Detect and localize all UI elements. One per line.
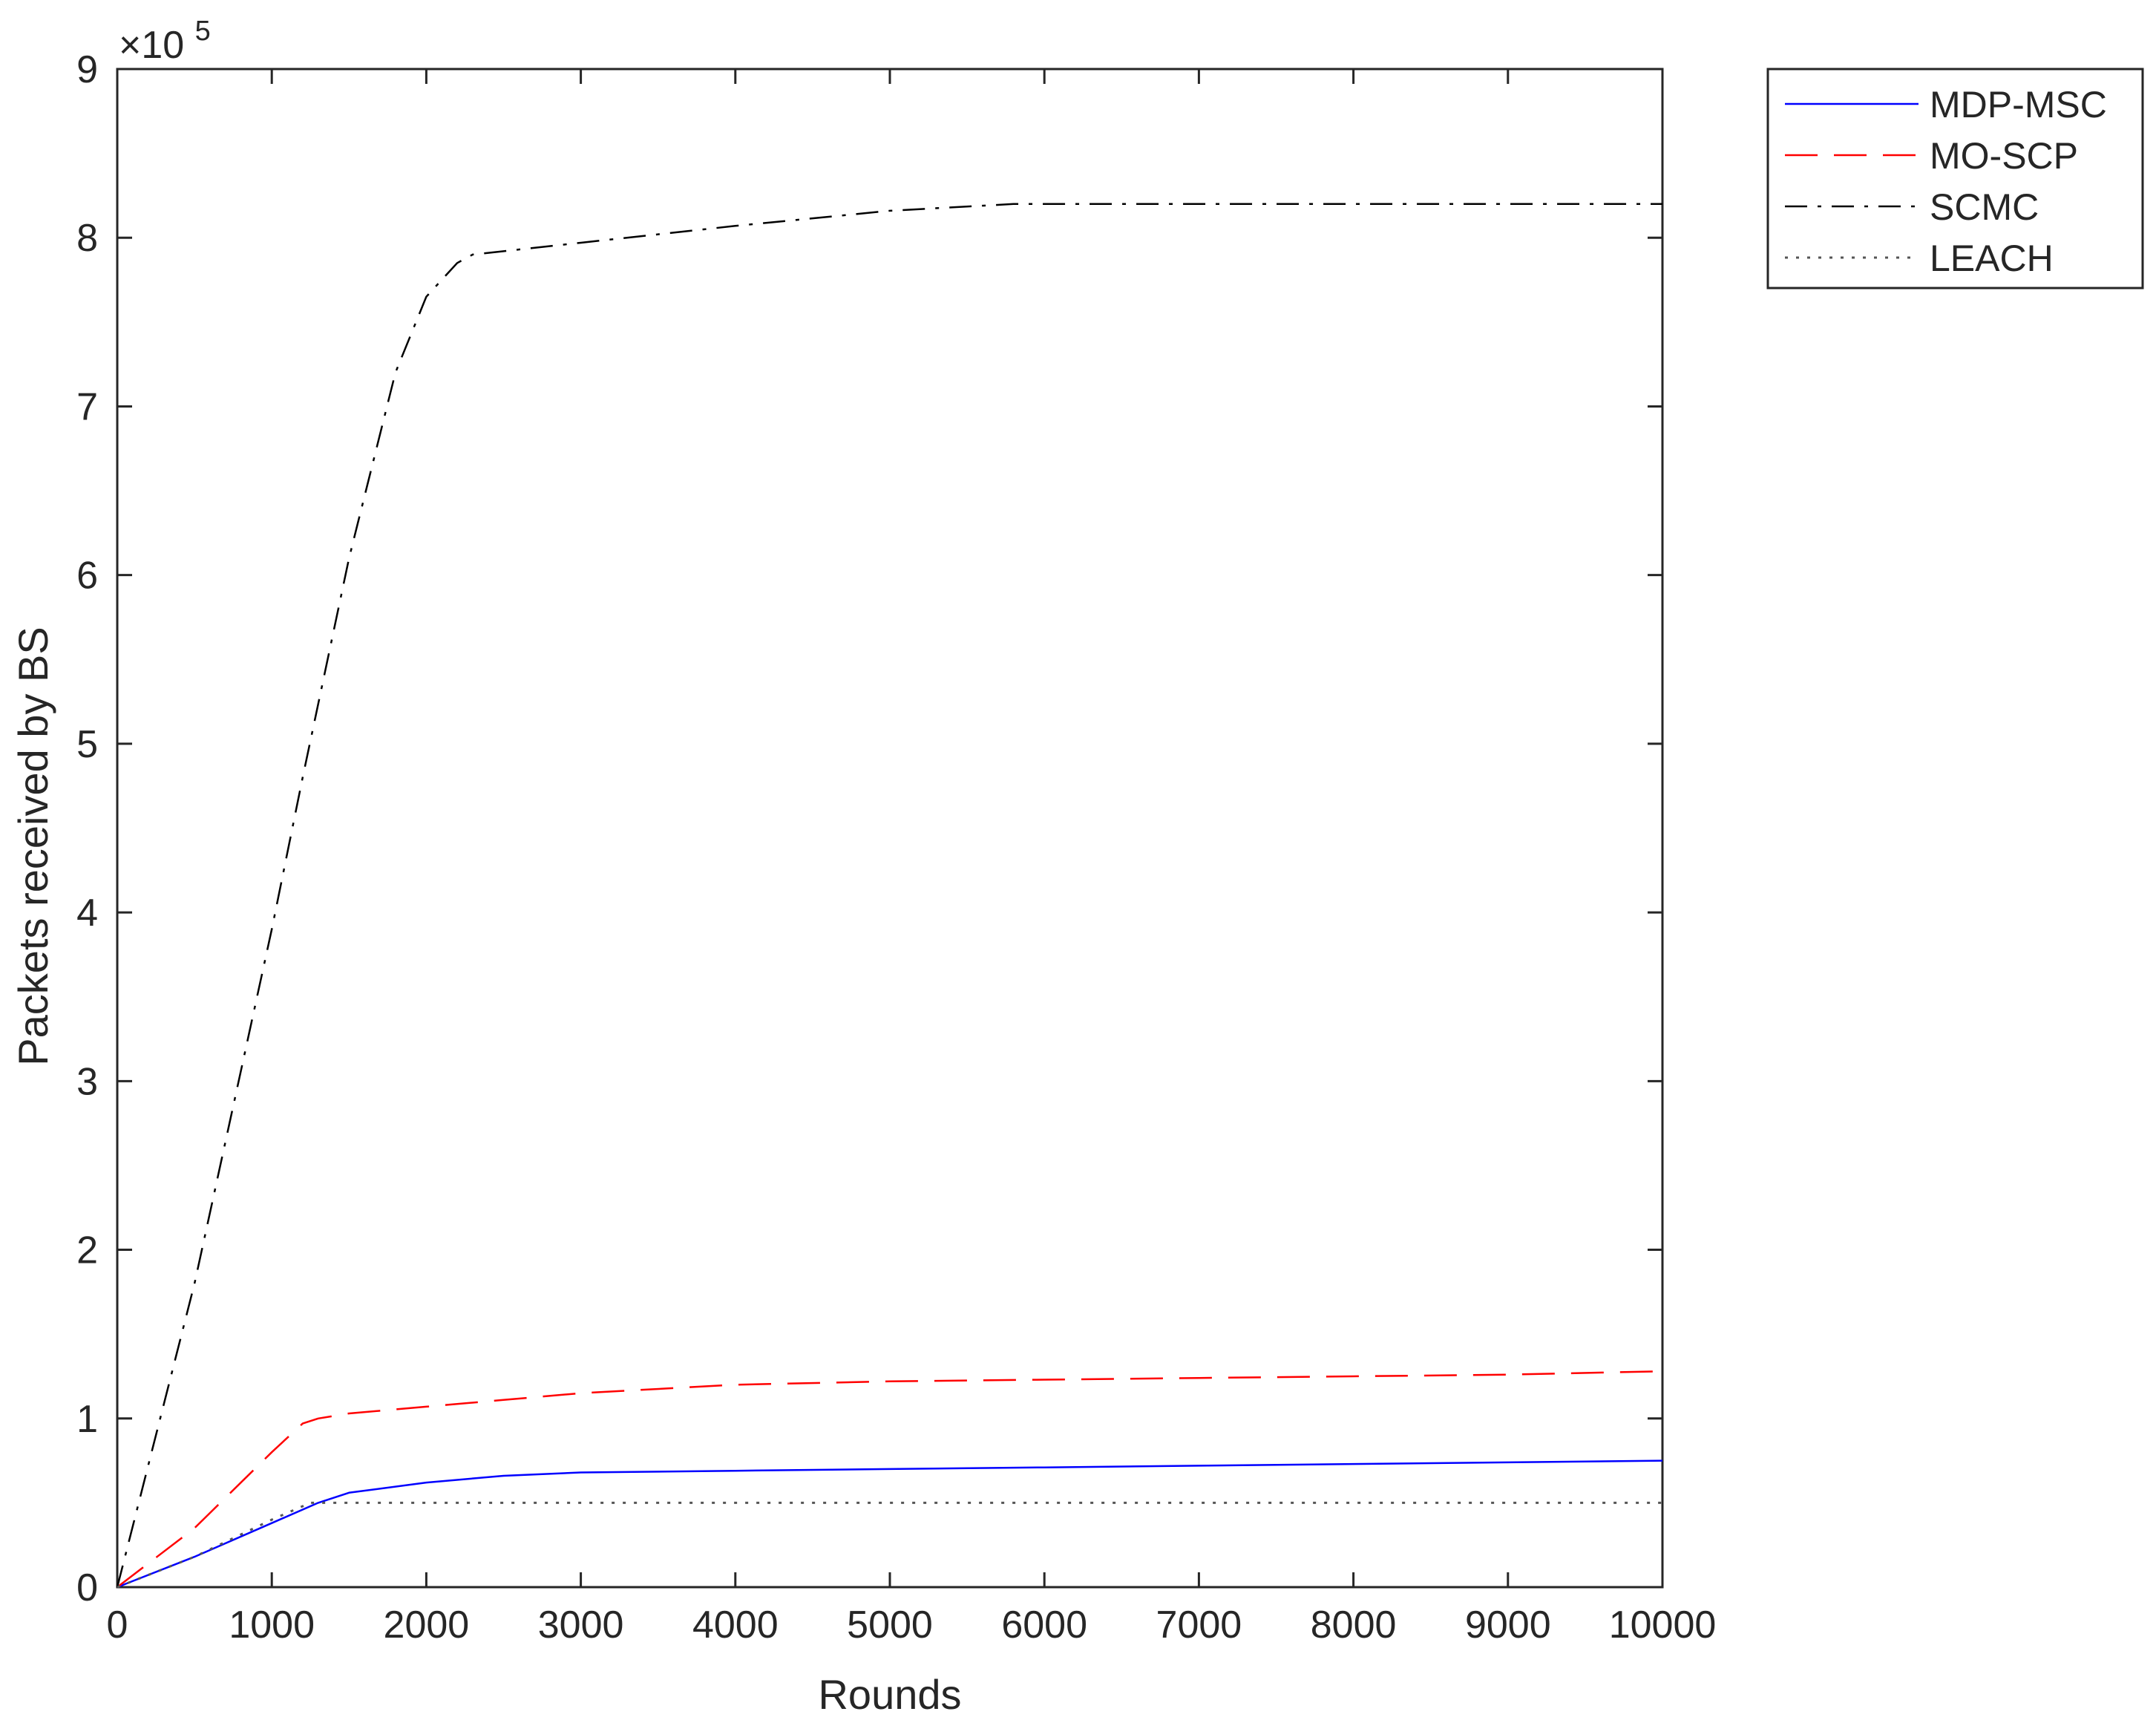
plot-area: 0 1000 2000 3000 4000 5000 6000 7000 8000 9000 100… bbox=[76, 48, 1716, 1647]
x-tick-label: 0 bbox=[107, 1603, 128, 1647]
y-tick-label: 3 bbox=[76, 1060, 98, 1103]
y-tick-label: 8 bbox=[76, 217, 98, 260]
legend-label-mdp-msc: MDP-MSC bbox=[1930, 84, 2107, 125]
x-tick-label: 5000 bbox=[847, 1603, 933, 1647]
y-tick-label: 2 bbox=[76, 1229, 98, 1272]
x-tick-label: 7000 bbox=[1156, 1603, 1242, 1647]
series-line-mo-scp bbox=[117, 1370, 1663, 1588]
y-tick-label: 4 bbox=[76, 892, 98, 935]
y-tick-label: 7 bbox=[76, 385, 98, 428]
y-tick-label: 6 bbox=[76, 555, 98, 598]
series-line-mdp-msc bbox=[117, 1459, 1663, 1589]
x-tick-label: 9000 bbox=[1465, 1603, 1551, 1647]
x-tick-label: 10000 bbox=[1609, 1603, 1717, 1647]
x-tick-label: 8000 bbox=[1311, 1603, 1397, 1647]
legend-label-leach: LEACH bbox=[1930, 238, 2054, 279]
x-tick-label: 6000 bbox=[1001, 1603, 1087, 1647]
x-tick-label: 3000 bbox=[538, 1603, 624, 1647]
y-axis-multiplier-exponent: 5 bbox=[195, 16, 211, 47]
y-tick-label: 1 bbox=[76, 1398, 98, 1441]
legend: MDP-MSC MO-SCP SCMC LEACH bbox=[1766, 68, 2144, 290]
y-axis-multiplier: ×10 5 bbox=[119, 16, 211, 67]
x-tick-label: 2000 bbox=[384, 1603, 470, 1647]
legend-label-mo-scp: MO-SCP bbox=[1930, 135, 2078, 177]
series-line-leach bbox=[117, 1501, 1662, 1589]
legend-box bbox=[1766, 68, 2144, 290]
y-axis-label: Packets received by BS bbox=[10, 627, 56, 1065]
legend-label-scmc: SCMC bbox=[1930, 186, 2039, 228]
x-tick-label: 1000 bbox=[229, 1603, 315, 1647]
y-axis-multiplier-prefix: ×10 bbox=[119, 24, 184, 67]
series-line-scmc bbox=[116, 203, 1662, 1588]
y-tick-label: 5 bbox=[76, 723, 98, 766]
y-tick-label: 0 bbox=[76, 1566, 98, 1609]
x-tick-label: 4000 bbox=[692, 1603, 779, 1647]
y-tick-label: 9 bbox=[76, 48, 98, 91]
x-axis-label: Rounds bbox=[818, 1671, 961, 1718]
